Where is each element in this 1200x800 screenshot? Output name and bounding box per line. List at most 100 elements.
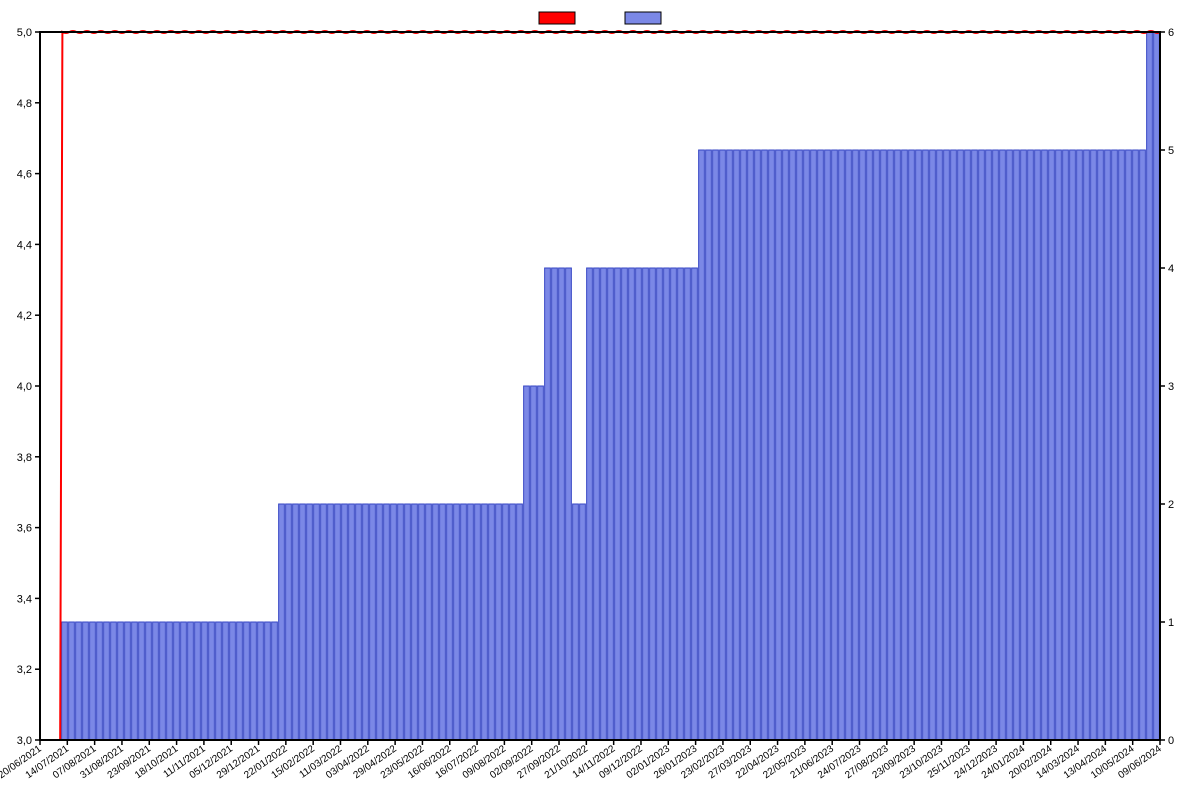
bar <box>202 622 208 740</box>
bar <box>538 386 544 740</box>
bar <box>510 504 516 740</box>
left-tick-label: 3,0 <box>17 735 32 747</box>
right-tick-label: 3 <box>1168 381 1174 393</box>
bar <box>426 504 432 740</box>
plot-border <box>40 32 1160 740</box>
bar <box>146 622 152 740</box>
bar <box>468 504 474 740</box>
bar <box>300 504 306 740</box>
bar <box>440 504 446 740</box>
bar <box>615 268 621 740</box>
bar <box>314 504 320 740</box>
bar <box>132 622 138 740</box>
bar <box>363 504 369 740</box>
bar <box>923 150 929 740</box>
bar <box>552 268 558 740</box>
bar-series <box>62 32 1160 740</box>
left-tick-label: 3,4 <box>17 593 32 605</box>
legend <box>539 12 661 24</box>
left-tick-label: 4,0 <box>17 381 32 393</box>
bar <box>1140 150 1146 740</box>
bar <box>517 504 523 740</box>
bar <box>1119 150 1125 740</box>
bar <box>804 150 810 740</box>
bar <box>776 150 782 740</box>
bar <box>531 386 537 740</box>
chart-svg: 3,03,23,43,63,84,04,24,44,64,85,00123456… <box>0 0 1200 800</box>
bar <box>328 504 334 740</box>
bar <box>321 504 327 740</box>
bar <box>650 268 656 740</box>
bar <box>1021 150 1027 740</box>
left-tick-label: 4,8 <box>17 98 32 110</box>
bar <box>958 150 964 740</box>
bar <box>251 622 257 740</box>
bar <box>881 150 887 740</box>
bar <box>286 504 292 740</box>
bar <box>1063 150 1069 740</box>
bar <box>1077 150 1083 740</box>
bar <box>643 268 649 740</box>
bar <box>118 622 124 740</box>
bar <box>979 150 985 740</box>
bar <box>174 622 180 740</box>
bar <box>706 150 712 740</box>
bar <box>769 150 775 740</box>
bar <box>167 622 173 740</box>
bar <box>699 150 705 740</box>
line-series <box>40 31 1160 740</box>
bar <box>1147 32 1153 740</box>
bar <box>125 622 131 740</box>
bar <box>454 504 460 740</box>
bar <box>930 150 936 740</box>
right-axis: 0123456 <box>1160 27 1174 747</box>
bar <box>811 150 817 740</box>
bar <box>475 504 481 740</box>
bar <box>1042 150 1048 740</box>
bar <box>1091 150 1097 740</box>
bar <box>412 504 418 740</box>
bar <box>209 622 215 740</box>
bar <box>1154 32 1160 740</box>
bar <box>1000 150 1006 740</box>
bar <box>608 268 614 740</box>
bar <box>755 150 761 740</box>
bar <box>993 150 999 740</box>
legend-swatch <box>539 12 575 24</box>
bar <box>90 622 96 740</box>
bar <box>916 150 922 740</box>
bar <box>1007 150 1013 740</box>
bar <box>762 150 768 740</box>
bar <box>195 622 201 740</box>
bar <box>230 622 236 740</box>
right-tick-label: 1 <box>1168 617 1174 629</box>
bar <box>678 268 684 740</box>
bar <box>846 150 852 740</box>
bar <box>727 150 733 740</box>
right-tick-label: 2 <box>1168 499 1174 511</box>
bar <box>384 504 390 740</box>
bar <box>111 622 117 740</box>
left-tick-label: 3,6 <box>17 523 32 535</box>
right-tick-label: 6 <box>1168 27 1174 39</box>
bar <box>1084 150 1090 740</box>
bar <box>902 150 908 740</box>
bar <box>1126 150 1132 740</box>
bar <box>783 150 789 740</box>
bar <box>566 268 572 740</box>
bar <box>965 150 971 740</box>
bar <box>895 150 901 740</box>
bar <box>839 150 845 740</box>
bar <box>860 150 866 740</box>
bar <box>867 150 873 740</box>
bar <box>356 504 362 740</box>
bar <box>622 268 628 740</box>
bar <box>986 150 992 740</box>
bar <box>545 268 551 740</box>
right-tick-label: 5 <box>1168 145 1174 157</box>
bar <box>139 622 145 740</box>
left-tick-label: 3,8 <box>17 452 32 464</box>
bar <box>223 622 229 740</box>
bar <box>279 504 285 740</box>
bar <box>629 268 635 740</box>
